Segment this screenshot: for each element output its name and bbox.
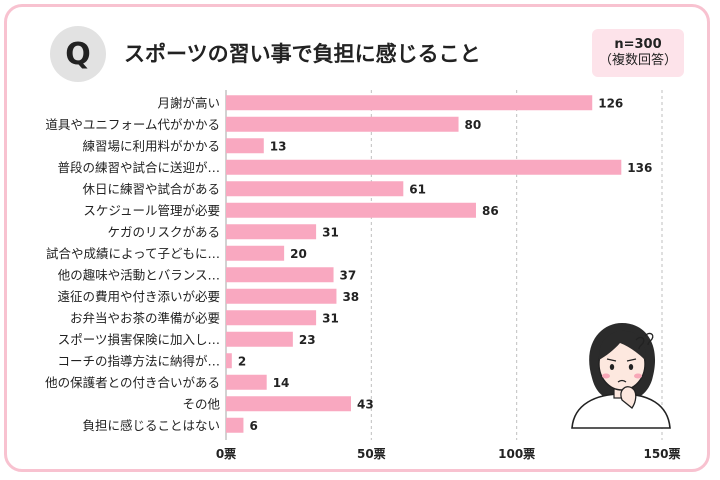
value-label: 13 — [270, 139, 287, 153]
category-label: スケジュール管理が必要 — [83, 203, 220, 218]
value-label: 43 — [357, 397, 374, 411]
category-label: コーチの指導方法に納得が… — [57, 353, 220, 368]
bar — [226, 288, 337, 304]
bar — [226, 374, 267, 390]
value-label: 6 — [249, 419, 257, 433]
sample-size-badge: n=300 （複数回答） — [592, 29, 684, 77]
category-label: その他 — [182, 396, 220, 411]
x-tick-label: 150票 — [643, 447, 680, 461]
value-label: 37 — [340, 268, 357, 282]
bar — [226, 138, 264, 154]
value-label: 126 — [598, 96, 623, 110]
category-label: 休日に練習や試合がある — [82, 181, 220, 196]
value-label: 23 — [299, 333, 316, 347]
bar — [226, 417, 244, 433]
bar — [226, 224, 317, 240]
value-label: 2 — [238, 354, 246, 368]
bar — [226, 396, 351, 412]
category-label: 遠征の費用や付き添いが必要 — [57, 289, 220, 304]
bar — [226, 353, 232, 369]
bars — [226, 95, 622, 433]
category-label: 他の趣味や活動とバランス… — [58, 267, 220, 282]
category-label: 負担に感じることはない — [82, 418, 220, 433]
x-tick-label: 50票 — [357, 447, 386, 461]
category-label: ケガのリスクがある — [107, 224, 220, 239]
category-label: スポーツ損害保険に加入し… — [58, 332, 220, 347]
value-label: 14 — [273, 376, 290, 390]
chart-title: スポーツの習い事で負担に感じること — [124, 42, 481, 66]
category-label: 月謝が高い — [157, 95, 220, 110]
category-label: お弁当やお茶の準備が必要 — [70, 310, 220, 325]
chart-frame — [4, 4, 710, 472]
worried-woman-illustration — [571, 323, 671, 429]
value-label: 80 — [465, 118, 482, 132]
bar — [226, 181, 404, 197]
bar — [226, 267, 334, 283]
value-label: 38 — [342, 290, 359, 304]
bar — [226, 95, 593, 111]
value-label: 86 — [482, 204, 499, 218]
category-label: 試合や成績によって子どもに… — [46, 246, 220, 261]
bar — [226, 159, 622, 175]
bar — [226, 245, 285, 261]
bar — [226, 202, 476, 218]
category-label: 他の保護者との付き合いがある — [45, 375, 220, 390]
category-label: 道具やユニフォーム代がかかる — [45, 117, 220, 132]
x-tick-label: 100票 — [498, 447, 535, 461]
value-label: 136 — [627, 161, 652, 175]
bar — [226, 310, 317, 326]
value-label: 61 — [409, 182, 426, 196]
category-labels: 月謝が高い道具やユニフォーム代がかかる練習場に利用料がかかる普段の練習や試合に送… — [45, 95, 220, 433]
x-axis-ticks: 0票 50票 100票 150票 — [216, 447, 681, 461]
bar — [226, 116, 459, 132]
category-label: 普段の練習や試合に送迎が… — [57, 160, 220, 175]
value-label: 31 — [322, 225, 339, 239]
q-badge: Q — [50, 26, 106, 82]
value-label: 31 — [322, 311, 339, 325]
multiple-answer-note: （複数回答） — [598, 53, 677, 68]
sample-size: n=300 — [614, 36, 662, 52]
bar — [226, 331, 293, 347]
value-label: 20 — [290, 247, 307, 261]
category-label: 練習場に利用料がかかる — [82, 138, 220, 153]
x-tick-label: 0票 — [216, 447, 236, 461]
